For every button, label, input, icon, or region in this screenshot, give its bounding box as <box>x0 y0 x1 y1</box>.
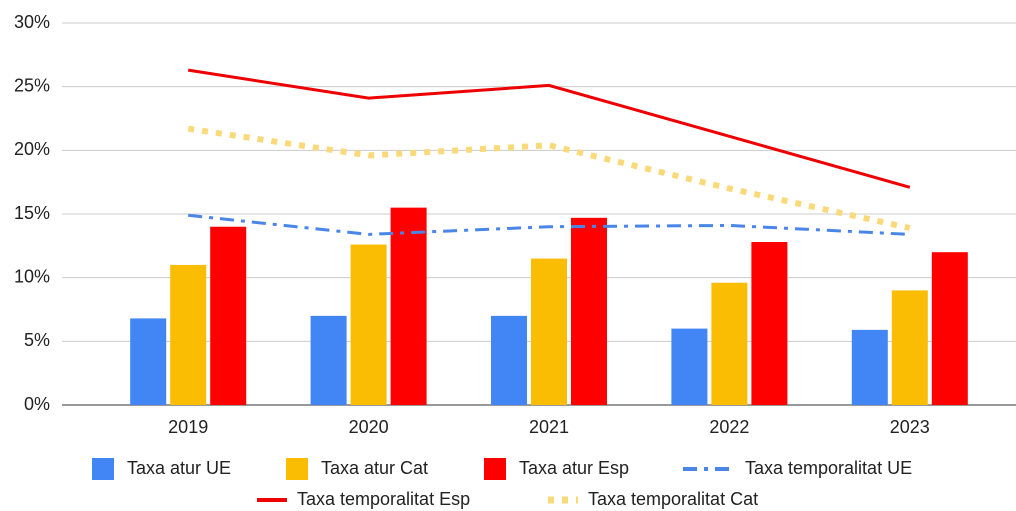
bar <box>531 258 567 405</box>
x-tick-label: 2022 <box>709 417 749 437</box>
bar <box>851 329 888 405</box>
x-tick-label: 2021 <box>529 417 569 437</box>
bar <box>891 290 928 405</box>
bar <box>390 207 427 405</box>
legend-label: Taxa temporalitat Cat <box>588 489 758 509</box>
bar <box>310 315 347 405</box>
x-tick-label: 2019 <box>168 417 208 437</box>
legend-label: Taxa atur Cat <box>321 458 428 478</box>
bar <box>751 242 788 405</box>
y-tick-label: 20% <box>14 139 50 159</box>
bar <box>350 244 387 405</box>
line-series <box>188 213 910 236</box>
line-series <box>187 68 911 189</box>
legend-swatch <box>92 458 114 480</box>
legend-label: Taxa atur Esp <box>519 458 629 478</box>
x-tick-label: 2023 <box>890 417 930 437</box>
x-tick-label: 2020 <box>349 417 389 437</box>
y-tick-label: 15% <box>14 203 50 223</box>
bar <box>931 252 968 405</box>
legend-swatch <box>286 458 308 480</box>
line-series <box>187 125 911 231</box>
y-tick-label: 25% <box>14 75 50 95</box>
bar <box>210 226 247 405</box>
bar <box>571 217 607 405</box>
bar <box>671 328 708 405</box>
y-tick-label: 10% <box>14 266 50 286</box>
legend-swatch <box>484 458 506 480</box>
y-tick-label: 5% <box>24 330 50 350</box>
bar <box>491 315 527 405</box>
legend-label: Taxa atur UE <box>127 458 231 478</box>
y-tick-label: 30% <box>14 12 50 32</box>
y-tick-label: 0% <box>24 394 50 414</box>
bar <box>130 318 167 405</box>
bar <box>170 264 207 405</box>
bar <box>711 282 748 405</box>
legend-label: Taxa temporalitat UE <box>745 458 912 478</box>
legend-label: Taxa temporalitat Esp <box>297 489 470 509</box>
